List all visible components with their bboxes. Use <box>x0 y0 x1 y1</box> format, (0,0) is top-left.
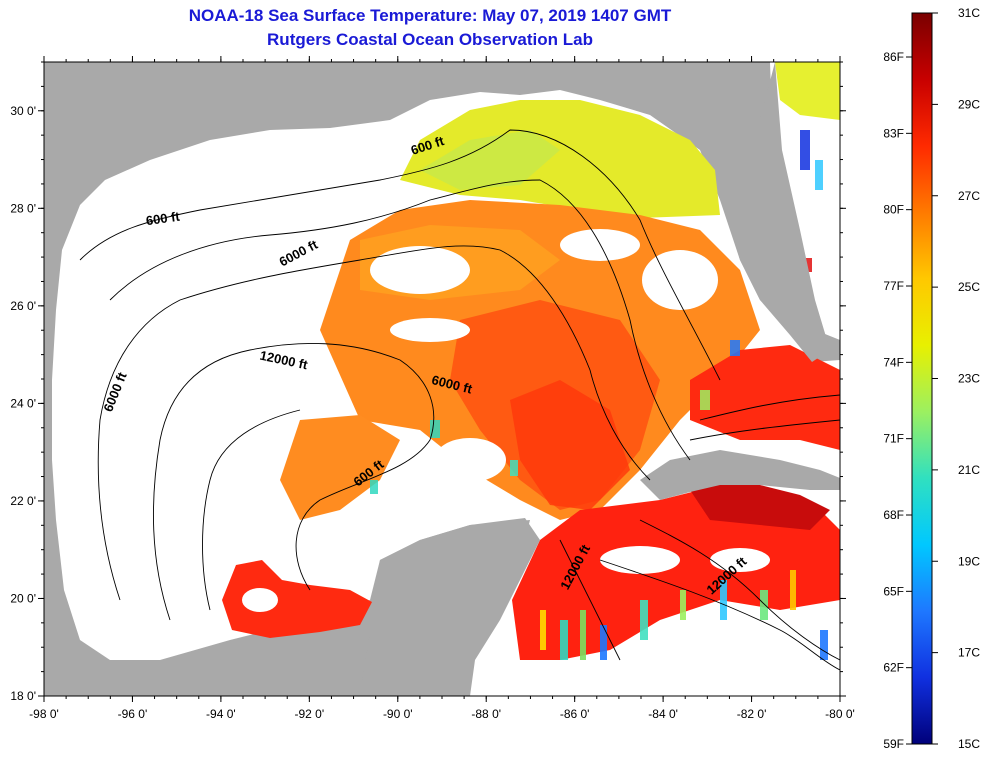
x-tick-label: -96 0' <box>118 707 148 721</box>
x-tick-label: -80 0' <box>825 707 855 721</box>
y-tick-label: 26 0' <box>10 299 36 313</box>
colorbar: 86F 83F 80F 77F 74F 71F 68F 65F 62F 59F 31C 29C 27C… <box>883 6 980 751</box>
colorbar-c-label: 17C <box>958 646 980 660</box>
x-tick-label: -88 0' <box>471 707 501 721</box>
colorbar-f-label: 62F <box>883 661 904 675</box>
contour-label: 600 ft <box>145 209 181 229</box>
colorbar-f-label: 77F <box>883 279 904 293</box>
x-tick-label: -84 0' <box>648 707 678 721</box>
yucatan-peninsula <box>360 518 540 696</box>
map-title: NOAA-18 Sea Surface Temperature: May 07,… <box>188 6 672 25</box>
colorbar-f-label: 65F <box>883 584 904 598</box>
x-tick-label: -86 0' <box>560 707 590 721</box>
colorbar-f-label: 59F <box>883 737 904 751</box>
colorbar-f-label: 83F <box>883 126 904 140</box>
colorbar-f-label: 80F <box>883 203 904 217</box>
colorbar-f-label: 71F <box>883 432 904 446</box>
colorbar-c-label: 29C <box>958 97 980 111</box>
colorbar-c-label: 21C <box>958 463 980 477</box>
colorbar-fahrenheit-labels: 86F 83F 80F 77F 74F 71F 68F 65F 62F 59F <box>883 50 912 751</box>
colorbar-c-label: 23C <box>958 372 980 386</box>
y-tick-label: 30 0' <box>10 104 36 118</box>
colorbar-f-label: 74F <box>883 355 904 369</box>
florida-peninsula <box>720 62 830 362</box>
colorbar-celsius-labels: 31C 29C 27C 25C 23C 21C 19C 17C 15C <box>932 6 980 751</box>
x-tick-label: -90 0' <box>383 707 413 721</box>
y-tick-label: 28 0' <box>10 201 36 215</box>
colorbar-c-label: 25C <box>958 280 980 294</box>
colorbar-f-label: 86F <box>883 50 904 64</box>
y-tick-label: 22 0' <box>10 494 36 508</box>
colorbar-c-label: 27C <box>958 189 980 203</box>
bathymetry-contours <box>79 129 840 671</box>
sst-field <box>222 62 840 660</box>
map-subtitle: Rutgers Coastal Ocean Observation Lab <box>267 30 593 49</box>
colorbar-gradient <box>911 12 933 745</box>
y-tick-label: 24 0' <box>10 396 36 410</box>
x-tick-label: -94 0' <box>206 707 236 721</box>
colorbar-f-label: 68F <box>883 508 904 522</box>
x-tick-label: -82 0' <box>737 707 767 721</box>
colorbar-c-label: 19C <box>958 554 980 568</box>
y-tick-label: 18 0' <box>10 689 36 703</box>
atlantic-water <box>770 62 840 340</box>
colorbar-c-label: 15C <box>958 737 980 751</box>
x-tick-label: -98 0' <box>29 707 59 721</box>
y-tick-label: 20 0' <box>10 591 36 605</box>
map-ticks: -98 0' -96 0' -94 0' -92 0' -90 0' -88 0' -86 … <box>10 56 855 721</box>
colorbar-c-label: 31C <box>958 6 980 20</box>
x-tick-label: -92 0' <box>295 707 325 721</box>
cuba <box>640 450 840 500</box>
